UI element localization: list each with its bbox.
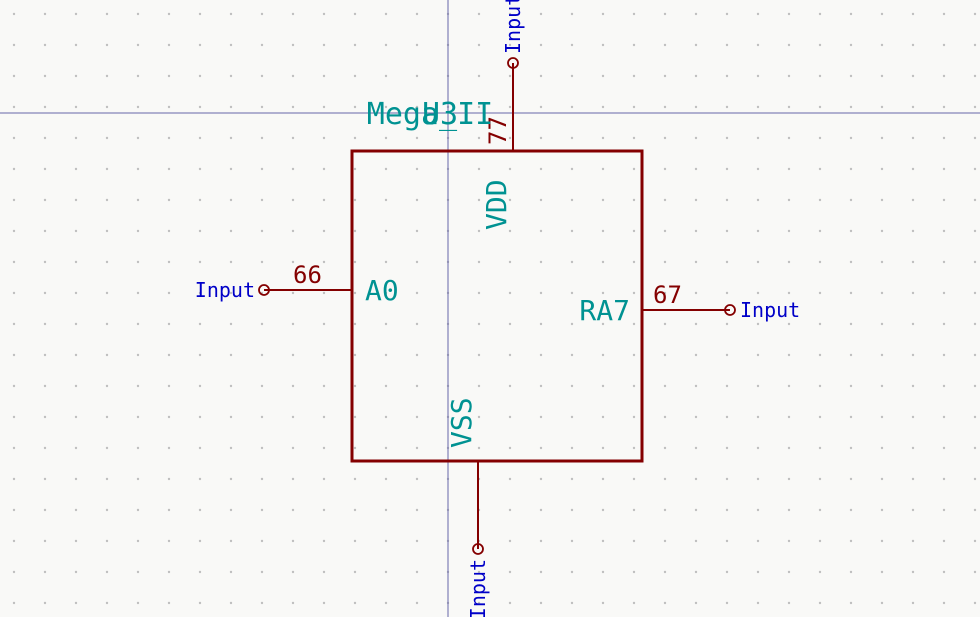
pin-type-label: Input	[501, 0, 525, 54]
pin-name: VSS	[445, 397, 478, 448]
grid-dots	[13, 13, 976, 604]
pin-name: RA7	[579, 294, 630, 327]
pin-name: VDD	[480, 179, 513, 230]
pin-type-label: Input	[740, 298, 800, 322]
pin-number: 66	[293, 261, 322, 289]
pin-type-label: Input	[466, 559, 490, 617]
pin-name: A0	[365, 274, 399, 307]
pin-type-label: Input	[195, 278, 255, 302]
pin-number: 67	[653, 281, 682, 309]
component-ref-label: U3	[422, 97, 458, 132]
